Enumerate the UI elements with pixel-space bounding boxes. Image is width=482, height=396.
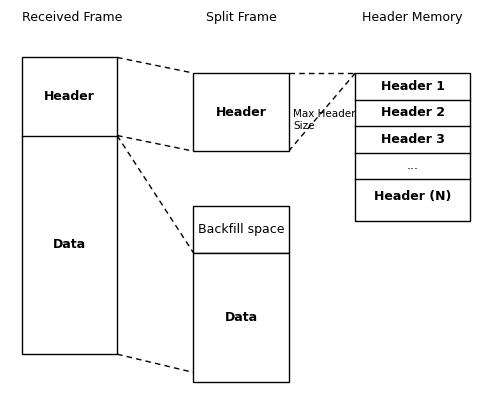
Text: Max Header
Size: Max Header Size [294, 109, 356, 131]
Text: Header 1: Header 1 [380, 80, 444, 93]
Bar [355, 73, 469, 221]
Text: Received Frame: Received Frame [22, 11, 122, 24]
Text: Data: Data [53, 238, 86, 251]
Text: Header 3: Header 3 [381, 133, 444, 146]
Text: Header (N): Header (N) [374, 190, 451, 203]
Text: Data: Data [225, 310, 257, 324]
Bar [193, 206, 289, 253]
Bar [193, 253, 289, 381]
Text: Header: Header [44, 90, 95, 103]
Text: Backfill space: Backfill space [198, 223, 284, 236]
Text: Header 2: Header 2 [380, 107, 444, 119]
Bar [22, 57, 117, 354]
Text: Header Memory: Header Memory [362, 11, 463, 24]
Text: Header: Header [215, 106, 267, 119]
Text: ...: ... [406, 160, 418, 173]
Text: Split Frame: Split Frame [206, 11, 276, 24]
Bar [193, 73, 289, 151]
